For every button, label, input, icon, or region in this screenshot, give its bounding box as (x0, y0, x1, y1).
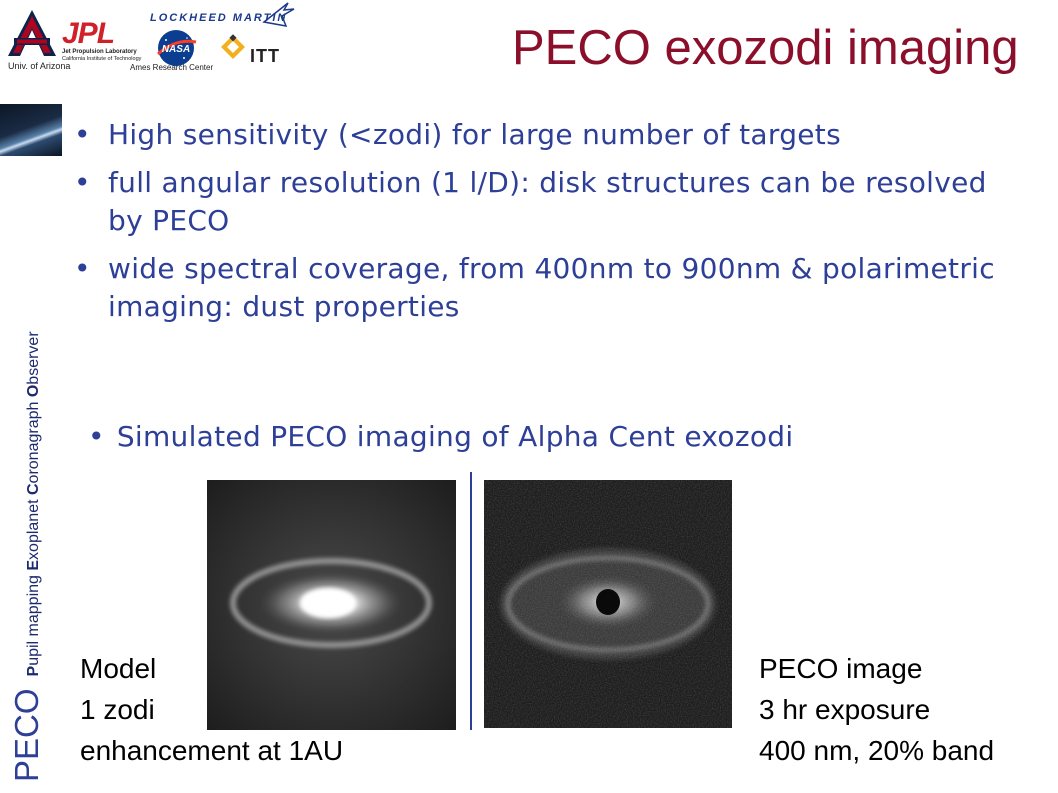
itt-logo: ITT (220, 34, 290, 66)
model-caption-line: Model (80, 653, 157, 684)
itt-text: ITT (250, 46, 280, 66)
jpl-name: JPL (62, 17, 115, 50)
nasa-logo: NASA (154, 28, 198, 68)
slide-title: PECO exozodi imaging (512, 21, 1019, 75)
earth-limb-image (0, 104, 62, 156)
ua-label: Univ. of Arizona (8, 61, 71, 71)
lockheed-star-icon (262, 2, 295, 27)
bullet-item: • wide spectral coverage, from 400nm to 9… (74, 250, 1014, 326)
bullet-item: • full angular resolution (1 l/D): disk s… (74, 164, 1014, 240)
side-label: PECO Pupil mapping Exoplanet Coronagraph … (8, 331, 46, 782)
bullet-text: full angular resolution (1 l/D): disk st… (108, 166, 987, 237)
bullet-text: wide spectral coverage, from 400nm to 90… (108, 252, 995, 323)
ua-logo (4, 8, 60, 60)
bullet-dot-icon: • (74, 166, 91, 199)
nasa-text: NASA (162, 44, 190, 55)
model-caption-line: enhancement at 1AU (80, 735, 344, 766)
nasa-meatball-icon: NASA (157, 30, 197, 66)
side-expansion: Pupil mapping Exoplanet Coronagraph Obse… (25, 331, 42, 677)
peco-caption-line: PECO image (759, 653, 923, 684)
jpl-logo: JPL Jet Propulsion Laboratory California… (62, 17, 146, 68)
jpl-line2: California Institute of Technology (62, 56, 142, 62)
peco-caption: PECO image 3 hr exposure 400 nm, 20% ban… (759, 648, 994, 771)
peco-disk-image (484, 480, 732, 728)
jpl-line1: Jet Propulsion Laboratory (62, 49, 137, 55)
simulation-heading: • Simulated PECO imaging of Alpha Cent ex… (88, 418, 793, 456)
bullet-dot-icon: • (88, 420, 105, 453)
bullet-item: • High sensitivity (<zodi) for large numb… (74, 116, 1014, 154)
simulation-heading-text: Simulated PECO imaging of Alpha Cent exo… (116, 420, 794, 453)
image-divider (470, 472, 472, 730)
ua-a-icon (8, 10, 56, 56)
model-caption-line: 1 zodi (80, 694, 155, 725)
lockheed-martin-logo: LOCKHEED MARTIN (150, 12, 288, 24)
bullet-list: • High sensitivity (<zodi) for large numb… (74, 116, 1014, 336)
itt-emblem-icon (221, 34, 245, 59)
model-disk-image (207, 480, 456, 730)
bullet-dot-icon: • (74, 252, 91, 285)
peco-caption-line: 400 nm, 20% band (759, 735, 995, 766)
side-acronym: PECO (8, 688, 45, 782)
bullet-text: High sensitivity (<zodi) for large numbe… (108, 118, 841, 151)
peco-caption-line: 3 hr exposure (759, 694, 931, 725)
nasa-caption: Ames Research Center (130, 63, 214, 72)
model-caption: Model 1 zodi enhancement at 1AU (80, 648, 343, 771)
bullet-dot-icon: • (74, 118, 91, 151)
